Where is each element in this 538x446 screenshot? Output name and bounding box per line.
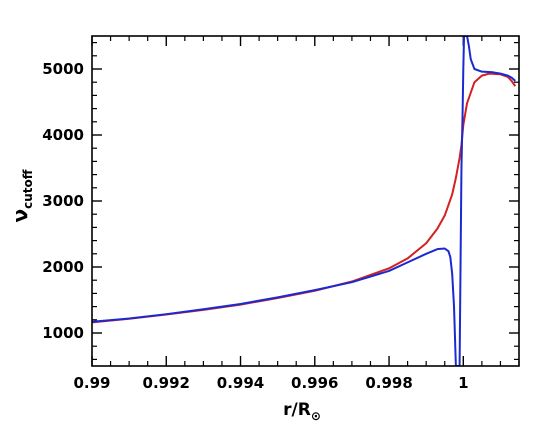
x-tick-label: 0.994 bbox=[217, 374, 264, 392]
x-tick-label: 0.99 bbox=[73, 374, 110, 392]
tick-labels: 0.99 0.992 0.994 0.996 0.998 1 1000 2000 3000 400… bbox=[42, 60, 468, 392]
y-tick-label: 5000 bbox=[42, 60, 84, 78]
series-layer bbox=[92, 36, 517, 366]
x-tick-label: 1 bbox=[458, 374, 468, 392]
y-axis-label: νcutoff bbox=[8, 169, 35, 222]
y-tick-label: 4000 bbox=[42, 126, 84, 144]
series-line-1 bbox=[92, 72, 517, 324]
x-axis-label: r/R⊙ bbox=[283, 400, 321, 423]
y-tick-label: 1000 bbox=[42, 324, 84, 342]
y-tick-label: 2000 bbox=[42, 258, 84, 276]
plot-frame bbox=[91, 35, 520, 367]
x-tick-label: 0.992 bbox=[143, 374, 190, 392]
series-line-2 bbox=[92, 36, 516, 366]
x-tick-label: 0.996 bbox=[291, 374, 338, 392]
y-tick-label: 3000 bbox=[42, 192, 84, 210]
x-tick-label: 0.998 bbox=[365, 374, 412, 392]
